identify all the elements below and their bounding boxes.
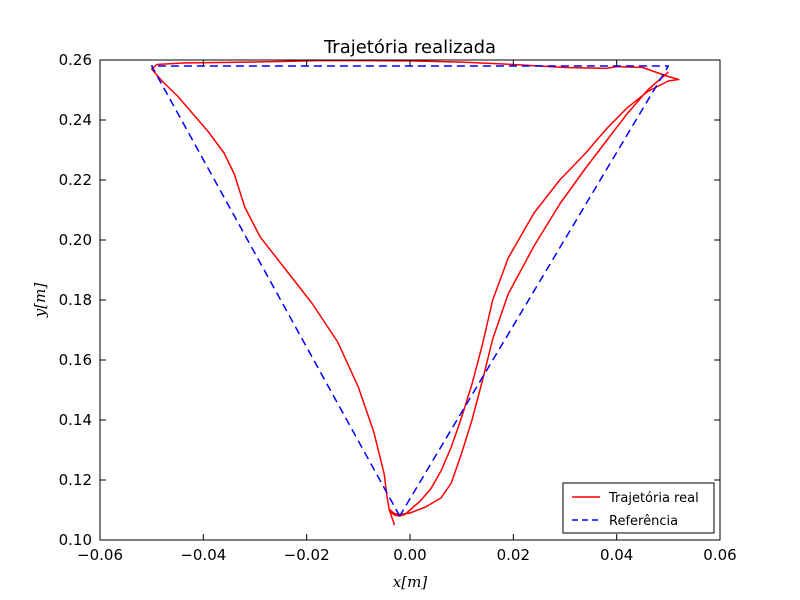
y-tick-label: 0.22 [59,171,92,189]
chart-title: Trajetória realizada [323,37,496,58]
y-tick-label: 0.20 [59,231,92,249]
y-tick-label: 0.18 [59,291,92,309]
y-tick-label: 0.10 [59,531,92,549]
y-tick-label: 0.24 [59,111,92,129]
x-tick-label: 0.04 [600,546,633,564]
x-axis-label: x[m] [393,573,428,591]
series-line-0 [150,59,680,526]
axis-ticks: −0.06 −0.04 −0.02 0.00 0.02 0.04 0.06 0.10 0.12 0… [59,51,737,564]
x-tick-label: 0.00 [393,546,426,564]
x-tick-label: 0.02 [497,546,530,564]
y-axis-label: y[m] [31,283,49,319]
legend-label-referencia: Referência [609,514,678,529]
y-tick-label: 0.16 [59,351,92,369]
legend-box [562,482,715,534]
x-tick-label: −0.02 [284,546,330,564]
legend-label-trajetoria-real: Trajetória real [608,491,699,506]
plot-frame [99,59,721,541]
y-tick-label: 0.12 [59,471,92,489]
x-tick-label: −0.04 [180,546,226,564]
y-tick-label: 0.14 [59,411,92,429]
legend: Trajetória real Referência [562,482,715,534]
x-tick-label: −0.06 [77,546,123,564]
x-tick-label: 0.06 [703,546,736,564]
y-tick-label: 0.26 [59,51,92,69]
